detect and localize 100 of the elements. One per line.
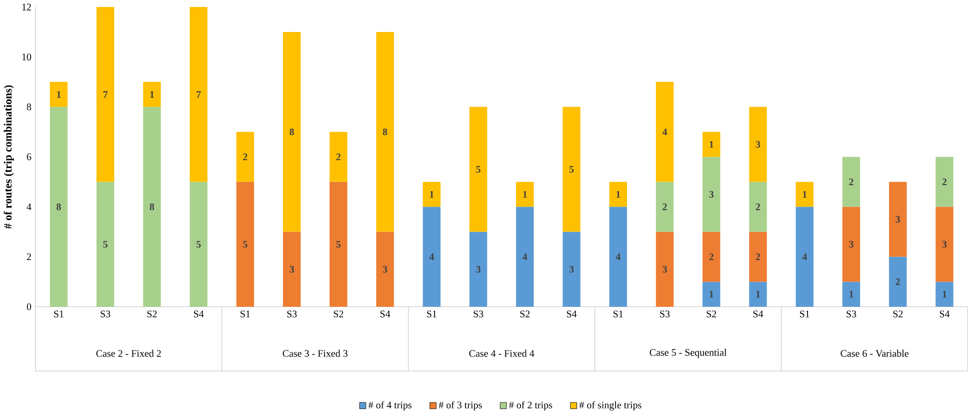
data-label: 2 — [709, 253, 714, 260]
bar — [749, 106, 767, 182]
bar — [936, 206, 954, 282]
data-label: 8 — [150, 203, 154, 210]
y-axis-title: # of routes (trip combinations) — [4, 85, 14, 229]
data-label: 1 — [57, 90, 61, 98]
bar — [282, 232, 301, 306]
data-label: 3 — [569, 266, 574, 272]
x-tick-label: S4 — [940, 310, 950, 318]
data-label: 5 — [569, 166, 574, 172]
data-label: 3 — [756, 140, 760, 148]
bar — [50, 106, 68, 306]
bar — [190, 6, 208, 182]
x-tick-label: S2 — [147, 310, 157, 318]
bar — [282, 32, 301, 232]
data-label: 1 — [710, 140, 714, 148]
bar — [749, 282, 767, 306]
x-tick-label: S3 — [287, 310, 297, 318]
x-tick-label: S3 — [660, 310, 670, 318]
y-tick-label: 6 — [26, 153, 32, 160]
x-tick-label: S1 — [800, 310, 810, 318]
x-tick-label: S4 — [380, 310, 390, 318]
data-label: 7 — [196, 90, 201, 98]
bar — [842, 156, 860, 207]
data-label: 8 — [290, 128, 294, 136]
y-tick-label: 8 — [26, 103, 32, 110]
bar — [749, 182, 767, 232]
text: Case 6 - Variable — [840, 350, 908, 357]
bar — [422, 206, 441, 306]
data-label: 3 — [896, 216, 900, 222]
data-label: 1 — [942, 290, 946, 298]
bar — [702, 156, 720, 232]
bar — [889, 182, 907, 257]
data-label: 2 — [662, 203, 667, 210]
bar — [96, 6, 114, 182]
bar — [936, 156, 954, 207]
text: Case 5 - Sequential — [650, 348, 727, 358]
y-tick-label: 4 — [26, 203, 32, 210]
bar — [143, 82, 161, 107]
data-label: 2 — [849, 178, 854, 185]
data-label: 2 — [896, 278, 900, 285]
bar — [190, 182, 208, 306]
data-label: 1 — [616, 190, 620, 198]
data-label: 5 — [196, 240, 201, 248]
bar — [936, 282, 954, 306]
data-label: 2 — [942, 178, 947, 185]
bar — [330, 182, 348, 306]
x-tick-label: S2 — [706, 310, 716, 318]
data-label: 4 — [429, 253, 434, 260]
x-tick-label: S1 — [54, 310, 64, 318]
data-label: 1 — [710, 290, 714, 298]
x-tick-label: S4 — [194, 310, 204, 318]
bar — [796, 206, 814, 306]
data-label: 5 — [243, 240, 248, 248]
y-tick-label: 0 — [26, 303, 32, 310]
data-label: 1 — [150, 90, 154, 98]
data-label: 1 — [523, 190, 527, 198]
bar — [796, 182, 814, 207]
data-label: 2 — [756, 253, 760, 260]
data-label: 1 — [756, 290, 760, 298]
bar — [50, 82, 68, 107]
bar — [516, 182, 534, 207]
bar — [702, 282, 720, 306]
data-label: 1 — [802, 190, 807, 198]
bar — [422, 182, 441, 207]
legend-label: # of single trips — [579, 401, 642, 410]
data-label: 5 — [336, 240, 341, 248]
bar — [236, 182, 254, 306]
data-label: 3 — [290, 266, 294, 272]
y-tick-label: 10 — [22, 53, 32, 60]
bar — [236, 132, 254, 182]
data-label: 2 — [336, 153, 340, 160]
data-label: 3 — [382, 266, 388, 272]
legend-label: # of 4 trips — [368, 401, 412, 410]
bar — [656, 182, 674, 232]
bar — [702, 232, 720, 282]
x-tick-label: S3 — [474, 310, 484, 318]
data-label: 3 — [476, 266, 480, 272]
text: Case 3 - Fixed 3 — [282, 350, 348, 357]
bar — [376, 32, 394, 232]
bar — [889, 256, 907, 306]
legend-label: # of 2 trips — [509, 401, 552, 410]
bar — [702, 132, 720, 157]
data-label: 7 — [103, 90, 108, 98]
bar — [842, 206, 860, 282]
bar — [656, 232, 674, 306]
bar — [330, 132, 348, 182]
data-label: 1 — [430, 190, 434, 198]
data-label: 1 — [850, 290, 854, 298]
data-label: 2 — [243, 153, 248, 160]
bar — [516, 206, 534, 306]
x-tick-label: S1 — [427, 310, 436, 318]
text: Case 2 - Fixed 2 — [96, 350, 161, 357]
data-label: 3 — [849, 240, 854, 248]
x-tick-label: S1 — [240, 310, 250, 318]
x-tick-label: S2 — [334, 310, 344, 318]
data-label: 2 — [756, 203, 760, 210]
bar — [562, 232, 580, 306]
x-tick-label: S2 — [520, 310, 530, 318]
data-label: 5 — [476, 166, 480, 172]
